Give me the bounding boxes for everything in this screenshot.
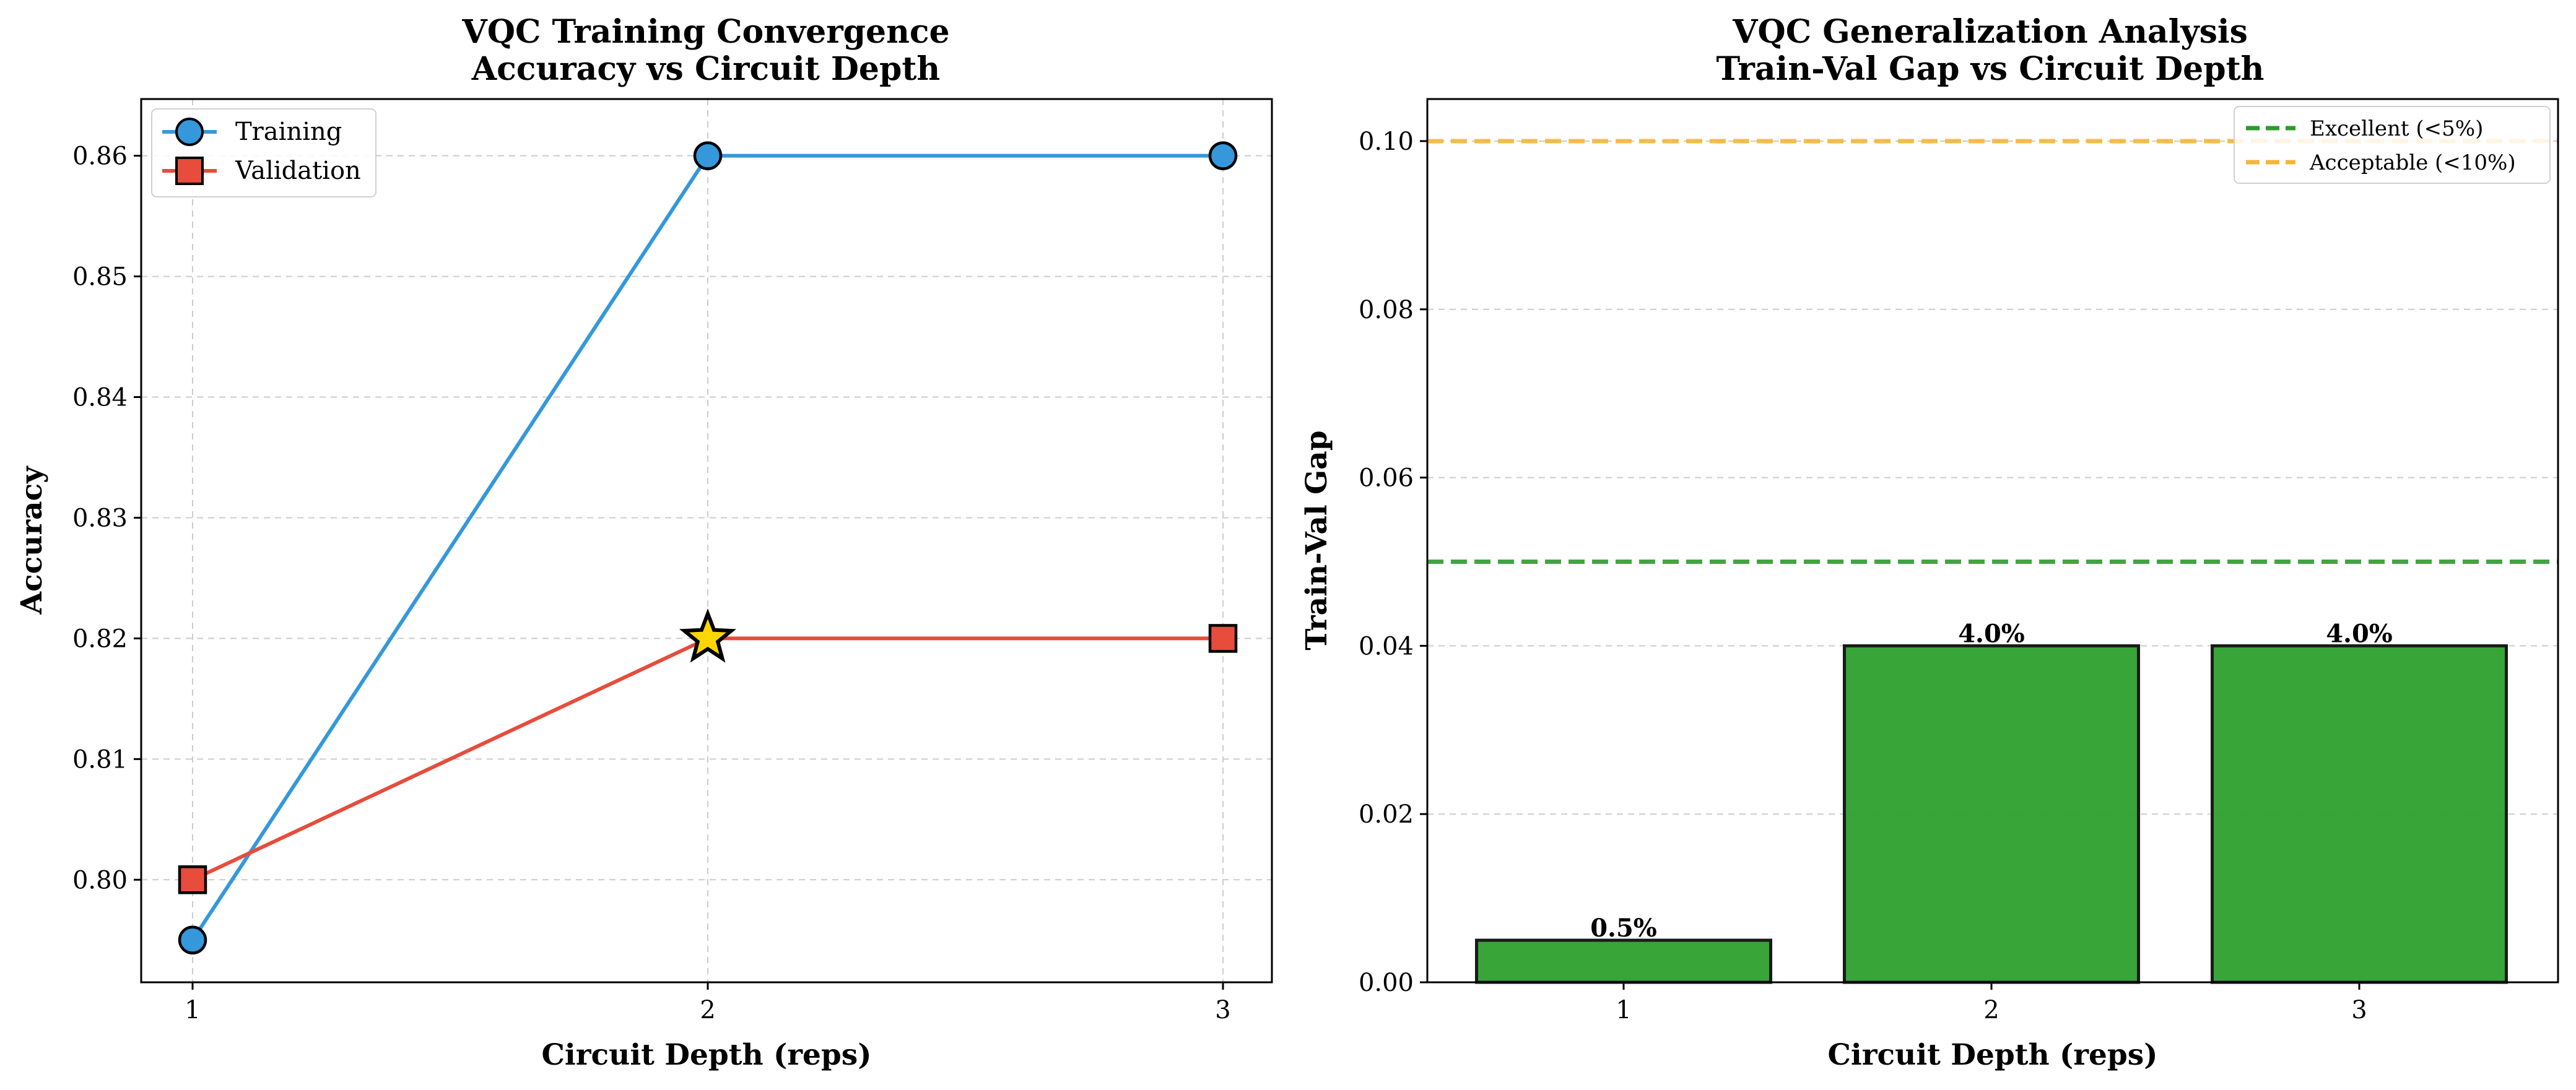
bar-value-label: 4.0% <box>2326 619 2393 648</box>
bar-chart-y-tick-label: 0.00 <box>1359 969 1414 997</box>
bar-chart: VQC Generalization Analysis Train-Val Ga… <box>1300 13 2559 1072</box>
bar-chart-axes-frame <box>1426 98 2559 984</box>
line-chart-y-ticks: 0.80 0.81 0.82 0.83 0.84 0.85 0.86 <box>72 142 141 894</box>
bar-chart-legend: Excellent (<5%) Acceptable (<10%) <box>2234 106 2551 184</box>
data-point-validation <box>1208 624 1238 653</box>
bar-chart-y-axis-label: Train-Val Gap <box>1300 430 1334 650</box>
bar-chart-y-tick-label: 0.02 <box>1359 800 1414 829</box>
line-chart-title-line2: Accuracy vs Circuit Depth <box>471 50 940 88</box>
line-chart-y-tick-label: 0.81 <box>72 745 128 774</box>
line-chart-y-tick-label: 0.80 <box>72 866 128 894</box>
bar-chart-bars: 0.5% 4.0% 4.0% <box>1475 619 2508 984</box>
line-chart-grid <box>141 99 1272 982</box>
line-chart: VQC Training Convergence Accuracy vs Cir… <box>15 13 1273 1072</box>
line-chart-y-tick-label: 0.85 <box>72 263 128 292</box>
line-chart-x-tick-label: 1 <box>185 996 200 1024</box>
line-chart-title-line1: VQC Training Convergence <box>461 13 949 51</box>
bar-depth-2 <box>1843 644 2140 984</box>
bar-value-label: 4.0% <box>1958 619 2025 648</box>
data-point-validation <box>178 865 207 894</box>
data-point-training <box>178 925 207 955</box>
data-point-training <box>693 141 723 170</box>
line-chart-y-tick-label: 0.83 <box>72 504 128 532</box>
line-chart-x-ticks: 1 2 3 <box>185 982 1231 1024</box>
bar-depth-1 <box>1475 938 1772 984</box>
line-chart-y-tick-label: 0.82 <box>72 625 128 653</box>
bar-chart-legend-box <box>2234 106 2551 184</box>
bar-chart-reference-lines <box>1427 139 2558 564</box>
bar-chart-y-ticks: 0.00 0.02 0.04 0.06 0.08 0.10 <box>1359 128 1427 997</box>
bar-value-label: 0.5% <box>1590 914 1657 943</box>
bar-chart-title-line2: Train-Val Gap vs Circuit Depth <box>1717 50 2265 88</box>
legend-acceptable-label: Acceptable (<10%) <box>2309 150 2516 175</box>
bar-chart-x-tick-label: 2 <box>1983 996 1999 1024</box>
bar-chart-y-tick-label: 0.06 <box>1359 464 1414 493</box>
line-chart-legend: Training Validation <box>151 108 376 197</box>
bar-chart-y-tick-label: 0.04 <box>1359 632 1414 660</box>
bar-chart-x-tick-label: 3 <box>2351 996 2367 1024</box>
bar-depth-3 <box>2211 644 2508 984</box>
legend-validation-label: Validation <box>235 157 361 185</box>
legend-excellent-label: Excellent (<5%) <box>2310 116 2483 141</box>
line-chart-axes-frame <box>140 98 1273 984</box>
line-chart-x-tick-label: 2 <box>700 996 715 1024</box>
bar-chart-y-tick-label: 0.08 <box>1359 296 1414 324</box>
bar-chart-title-line1: VQC Generalization Analysis <box>1732 13 2248 51</box>
line-chart-series <box>178 141 1238 955</box>
legend-training-marker <box>175 118 204 146</box>
data-point-training <box>1208 141 1238 170</box>
bar-chart-x-ticks: 1 2 3 <box>1616 982 2367 1024</box>
line-chart-y-axis-label: Accuracy <box>15 465 49 615</box>
bar-chart-x-tick-label: 1 <box>1616 996 1631 1024</box>
bar-chart-y-tick-label: 0.10 <box>1359 128 1414 156</box>
best-validation-star-marker <box>679 608 737 663</box>
line-chart-x-axis-label: Circuit Depth (reps) <box>542 1038 872 1072</box>
line-chart-x-tick-label: 3 <box>1215 996 1230 1024</box>
legend-validation-marker <box>175 157 204 185</box>
legend-training-label: Training <box>235 118 342 146</box>
line-chart-y-tick-label: 0.86 <box>72 142 128 171</box>
bar-chart-x-axis-label: Circuit Depth (reps) <box>1828 1038 2158 1072</box>
line-chart-y-tick-label: 0.84 <box>72 384 128 412</box>
